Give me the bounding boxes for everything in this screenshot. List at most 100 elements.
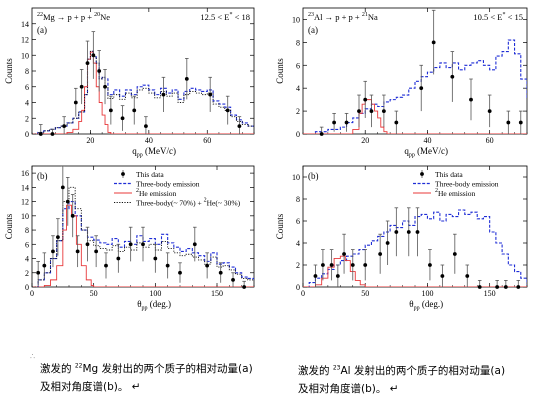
series-he2-line (32, 51, 254, 134)
data-point (350, 263, 355, 267)
data-point (431, 40, 436, 45)
data-point (369, 109, 374, 113)
caption-right-line2: 及相对角度谱(b)。 ↵ (298, 383, 399, 395)
x-tick-label: 100 (421, 289, 433, 298)
data-point (128, 242, 133, 247)
y-tick-label: 10 (292, 15, 300, 24)
data-point (428, 263, 432, 267)
legend-label: 2He emission (136, 188, 177, 198)
data-point (313, 274, 318, 278)
y-tick-label: 4 (296, 84, 300, 93)
data-point (452, 252, 457, 256)
data-point (141, 242, 145, 247)
y-tick-label: 4 (296, 239, 300, 248)
data-point (503, 285, 508, 289)
series-he2-line (303, 255, 527, 287)
plot-frame (31, 7, 255, 135)
data-point (70, 213, 75, 218)
y-tick-label: 12 (21, 36, 29, 45)
energy-range-label: 12.5 < E* < 18 (200, 12, 250, 22)
y-tick-label: 0 (25, 283, 29, 292)
y-tick-label: 8 (25, 67, 29, 76)
series-three-line (303, 209, 527, 287)
data-point (218, 270, 223, 275)
data-point (465, 274, 470, 278)
data-point (518, 120, 523, 125)
panel-label: (b) (308, 171, 319, 181)
data-point (225, 108, 230, 113)
data-point (319, 132, 324, 136)
x-tick-label: 150 (211, 289, 223, 298)
y-tick-label: 6 (296, 217, 300, 226)
data-point (469, 97, 473, 102)
y-tick-label: 12 (21, 198, 29, 207)
y-tick-label: 2 (25, 114, 29, 123)
legend-marker-point (420, 172, 424, 176)
y-tick-label: 10 (21, 51, 29, 60)
y-tick-label: 0 (296, 130, 300, 139)
y-tick-label: 14 (21, 20, 29, 29)
series-he2-line (303, 99, 527, 134)
series-he2-line (32, 204, 254, 287)
reaction-label: 23Al → p + p + 21Na (308, 12, 378, 22)
data-point (329, 263, 334, 267)
data-point (344, 120, 349, 125)
x-tick-label: 150 (484, 289, 496, 298)
x-tick-label: 0 (301, 289, 305, 298)
data-point (321, 263, 325, 267)
data-point (231, 277, 235, 282)
data-point (36, 270, 41, 275)
data-point (419, 86, 424, 91)
data-point (242, 285, 247, 289)
chart-panel-1: 20 40 60 0 2 4 6 8 10 12 14 Counts qpp (MeV/c) (a) 22M… (4, 7, 255, 159)
x-tick-label: 40 (423, 136, 431, 145)
data-point (51, 249, 55, 254)
y-tick-label: 8 (25, 226, 29, 235)
data-point (108, 108, 113, 113)
x-tick-label: 0 (30, 289, 34, 298)
data-point (415, 230, 420, 234)
y-tick-label: 4 (25, 99, 29, 108)
x-tick-label: 20 (86, 136, 94, 145)
energy-range-label: 10.5 < E* < 15 (473, 12, 523, 22)
data-point (94, 249, 99, 254)
series-mix-line (32, 50, 254, 134)
data-point (144, 124, 148, 129)
data-point (385, 241, 390, 245)
data-point (495, 285, 500, 289)
data-point (184, 76, 189, 81)
x-tick-label: 100 (149, 289, 161, 298)
data-point (378, 252, 383, 256)
panel-label: (b) (37, 171, 48, 181)
data-point (42, 263, 47, 268)
x-tick-label: 20 (361, 136, 369, 145)
caption-marker: ∴ (30, 352, 36, 361)
y-tick-label: 6 (25, 83, 29, 92)
caption-left-line2: 及相对角度谱(b)。 ↵ (40, 381, 141, 393)
y-tick-label: 2 (25, 269, 29, 278)
data-point (516, 285, 521, 289)
plot-frame (302, 7, 528, 135)
legend-label: This data (136, 170, 164, 179)
y-tick-label: 10 (21, 212, 29, 221)
data-point (357, 109, 361, 113)
data-point (153, 256, 158, 261)
chart-panel-2: 20 40 60 0 2 4 6 8 10 Counts qpp (MeV/c) (a) 23Al → … (275, 7, 528, 159)
data-point (381, 109, 386, 113)
caption-right-line1: 激发的 23Al 发射出的两个质子的相对动量(a) (298, 364, 506, 377)
y-axis-label: Counts (4, 58, 14, 84)
data-point (363, 97, 368, 102)
caption-left: 激发的 22Mg 发射出的两个质子的相对动量(a) 及相对角度谱(b)。 ↵ (40, 360, 253, 396)
x-tick-label: 40 (145, 136, 153, 145)
data-point (73, 100, 78, 105)
y-tick-label: 0 (25, 130, 29, 139)
y-tick-label: 6 (25, 240, 29, 249)
data-point (132, 108, 137, 113)
data-point (406, 230, 411, 234)
data-point (335, 274, 340, 278)
y-tick-label: 8 (296, 195, 300, 204)
y-axis-label: Counts (4, 213, 14, 239)
data-point (85, 61, 90, 66)
x-tick-label: 50 (361, 289, 369, 298)
